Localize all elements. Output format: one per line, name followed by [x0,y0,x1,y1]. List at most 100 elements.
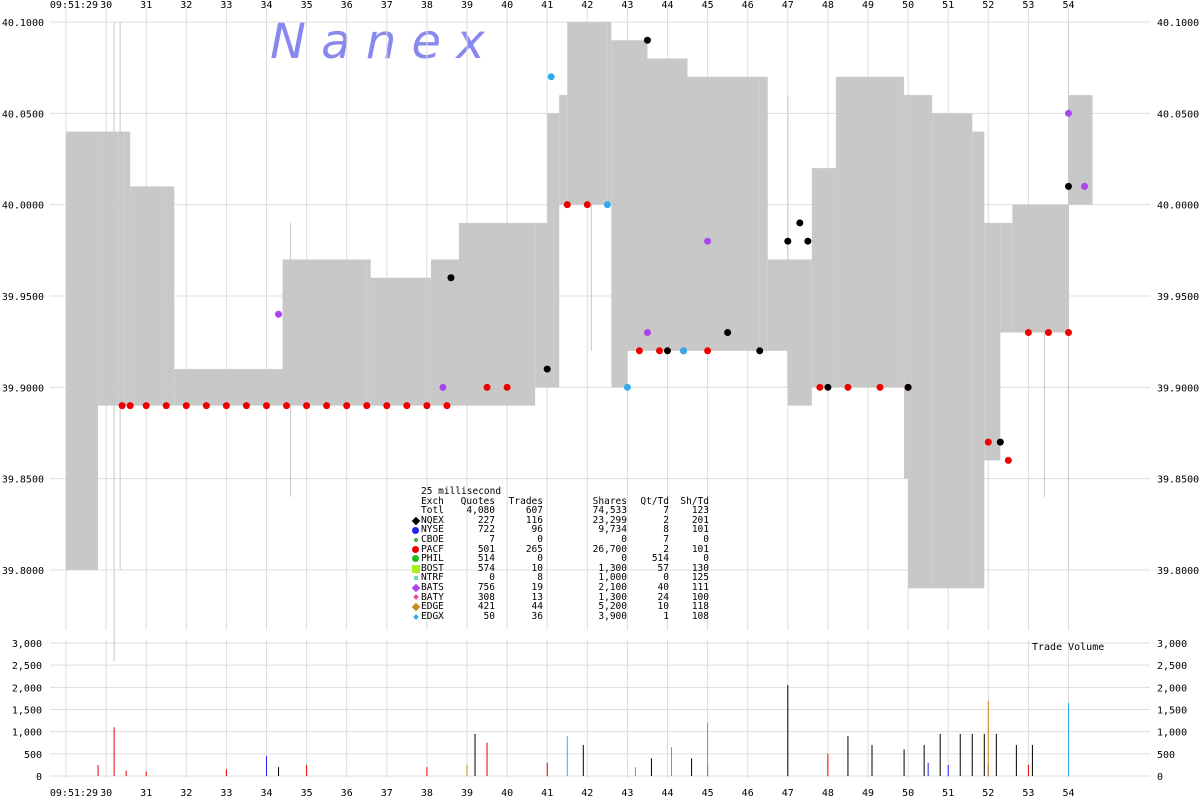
time-label-top: 40 [501,0,513,11]
time-label-bottom: 46 [742,788,754,799]
stats-row-ntrf: NTRF 0 8 1,000 0 125 [410,573,709,583]
volume-tick-right: 0 [1157,772,1163,783]
nbbo-segment [1000,222,1013,333]
nbbo-segment [282,259,367,406]
stats-cell-qt-td: 514 [651,553,669,565]
legend-marker-icon [410,583,421,593]
trade-point-nqex [664,347,671,355]
trade-point-pacf [1044,329,1052,337]
volume-tick-right: 3,000 [1157,639,1187,650]
trade-point-pacf [844,383,852,391]
stats-cell-exch: PACF [421,543,444,555]
legend-marker-icon [410,602,421,612]
trade-point-pacf [503,383,511,391]
time-label-bottom: 50 [902,788,914,799]
volume-tick-left: 0 [36,772,42,783]
nbbo-segment [767,259,788,351]
time-label-bottom: 36 [341,788,353,799]
volume-tick-left: 2,500 [12,661,42,672]
time-label-bottom: 37 [381,788,393,799]
nbbo-segment [835,76,901,388]
stats-cell-shares: 26,700 [592,543,627,555]
stats-cell-quotes: 421 [477,601,495,613]
trade-point-pacf [126,402,134,410]
nbbo-segment [559,95,568,205]
trade-point-bats [643,329,651,337]
time-label-bottom: 43 [621,788,633,799]
time-label-bottom: 53 [1022,788,1034,799]
price-tick-right: 39.9000 [1157,383,1199,394]
stats-cell-exch: BATY [421,591,444,603]
legend-marker-icon [410,573,421,583]
trade-point-pacf [182,402,190,410]
time-label-bottom: 40 [501,788,513,799]
legend-marker-icon [410,612,421,622]
stats-cell-quotes: 574 [477,562,495,574]
trade-point-nqex [904,383,912,391]
stats-row-bost: BOST 574 10 1,300 57 130 [410,564,709,574]
nbbo-segment [1068,95,1093,205]
stats-cell-sh-td: 118 [691,601,709,613]
stats-cell-shares: 1,300 [598,562,627,574]
nbbo-segment [430,259,459,406]
nbbo-segment [759,76,768,351]
stats-cell-quotes: 50 [483,610,495,622]
stats-row-phil: PHIL 514 0 0 514 0 [410,554,709,564]
trade-point-nqex [543,365,551,373]
trade-point-pacf [816,383,824,391]
time-label-bottom: 31 [140,788,152,799]
nbbo-segment [607,22,612,205]
trade-point-nqex [724,329,732,337]
time-label-bottom: 41 [541,788,553,799]
trade-point-pacf [704,347,712,355]
volume-tick-left: 1,000 [12,728,42,739]
time-label-top: 36 [341,0,353,11]
nbbo-segment [162,186,175,406]
trade-point-pacf [242,402,250,410]
stats-cell-trades: 44 [531,601,543,613]
stats-cell-quotes: 0 [489,572,495,584]
time-label-bottom: 34 [260,788,272,799]
stats-row-cboe: CBOE 7 0 0 7 0 [410,535,709,545]
price-tick-left: 39.8500 [2,475,44,486]
price-tick-left: 40.1000 [2,18,44,29]
trade-point-pacf [323,402,331,410]
volume-tick-right: 1,000 [1157,728,1187,739]
stats-row-bats: BATS 756 19 2,100 40 111 [410,583,709,593]
trade-point-pacf [202,402,210,410]
trade-point-bats [439,383,447,391]
trade-point-pacf [655,347,663,355]
trade-point-pacf [483,383,491,391]
time-label-top: 31 [140,0,152,11]
stats-cell-exch: NTRF [421,572,444,584]
stats-cell-trades: 36 [531,610,543,622]
stats-cell-sh-td: 130 [691,562,709,574]
nbbo-segment [984,222,1001,461]
stats-cell-exch: NYSE [421,524,444,536]
price-tick-right: 40.0500 [1157,109,1199,120]
stats-cell-quotes: 514 [477,553,495,565]
stats-cell-sh-td: 101 [691,543,709,555]
trade-point-bats [704,237,712,245]
volume-tick-right: 1,500 [1157,706,1187,717]
nbbo-band [66,22,1093,662]
stats-cell-exch: EDGX [421,610,444,622]
stats-cell-quotes: 501 [477,543,495,555]
volume-tick-left: 500 [24,750,42,761]
stats-cell-trades: 10 [531,562,543,574]
watermark: N a n e x [270,14,485,70]
stats-cell-exch: BATS [421,581,444,593]
trade-point-nqex [756,347,764,355]
nbbo-segment [811,168,836,388]
time-label-top: 39 [461,0,473,11]
trade-point-pacf [222,402,230,410]
price-tick-right: 39.8500 [1157,475,1199,486]
stats-cell-exch: Totl [421,505,444,517]
time-label-top: 48 [822,0,834,11]
trade-point-bats [1065,109,1072,117]
price-tick-right: 39.8000 [1157,566,1199,577]
nbbo-segment [1012,204,1065,333]
stats-cell-sh-td: 101 [691,524,709,536]
time-label-top: 35 [301,0,313,11]
